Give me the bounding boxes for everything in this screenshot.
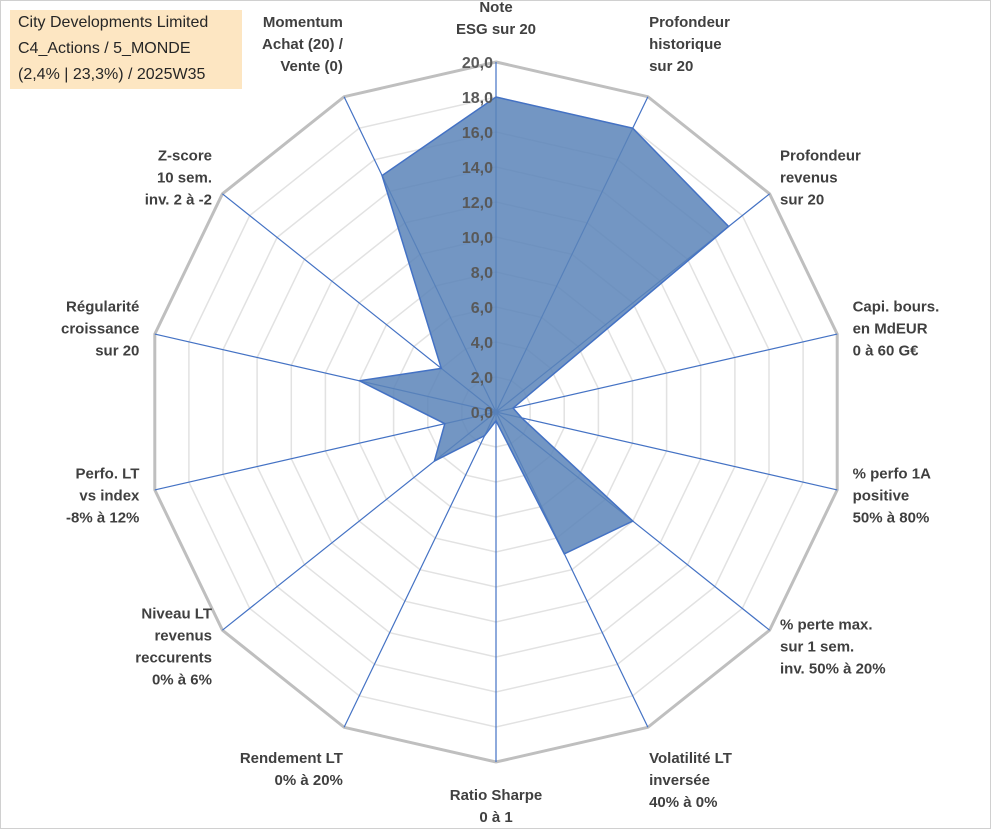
axis-label-line: inv. 50% à 20% [780,660,886,677]
tick-label: 20,0 [462,55,493,72]
axis-label-line: -8% à 12% [66,510,139,527]
axis-label-line: Z-score [158,148,212,165]
axis-spoke-4 [495,333,838,413]
axis-labels: Note ESG sur 20 Profondeur historique sur 20… [61,0,939,826]
tick-label: 16,0 [462,125,493,142]
axis-label-2: Profondeur historique sur 20 [649,14,730,75]
axis-label-line: 40% à 0% [649,794,717,811]
axis-label-line: positive [853,488,910,505]
tick-label: 6,0 [471,300,493,317]
axis-label-line: Achat (20) / [262,36,344,53]
axis-label-line: % perfo 1A [853,466,932,483]
axis-label-line: revenus [780,170,838,187]
axis-label-3: Profondeur revenus sur 20 [780,148,861,209]
axis-label-line: historique [649,36,722,53]
axis-label-10: Niveau LT revenus reccurents 0% à 6% [135,605,212,688]
axis-label-line: sur 20 [649,58,693,75]
axis-label-line: 10 sem. [157,170,212,187]
axis-label-line: Volatilité LT [649,750,732,767]
tick-label: 4,0 [471,335,493,352]
axis-label-line: inversée [649,772,710,789]
axis-label-line: 0% à 6% [152,671,212,688]
axis-label-11: Perfo. LT vs index -8% à 12% [66,466,140,527]
axis-label-6: % perte max. sur 1 sem. inv. 50% à 20% [780,616,886,677]
axis-label-line: ESG sur 20 [456,21,536,38]
axis-label-line: Perfo. LT [76,466,140,483]
axis-label-line: Momentum [263,14,343,31]
axis-label-line: Vente (0) [280,58,343,75]
axis-spoke-9 [343,411,497,728]
axis-label-line: 0% à 20% [275,772,343,789]
axis-label-4: Capi. bours. en MdEUR 0 à 60 G€ [853,298,940,359]
axis-label-line: Note [479,0,512,16]
axis-label-line: sur 20 [780,192,824,209]
data-series [357,96,730,555]
axis-label-1: Note ESG sur 20 [456,0,536,38]
tick-label: 2,0 [471,370,493,387]
axis-label-line: Niveau LT [141,605,212,622]
axis-label-line: % perte max. [780,616,873,633]
axis-label-line: Profondeur [780,148,861,165]
axis-label-13: Z-score 10 sem. inv. 2 à -2 [145,148,212,209]
axis-label-line: inv. 2 à -2 [145,192,212,209]
tick-label: 8,0 [471,265,493,282]
axis-spoke-11 [154,411,497,491]
axis-label-7: Volatilité LT inversée 40% à 0% [649,750,732,811]
axis-label-5: % perfo 1A positive 50% à 80% [853,466,932,527]
tick-label: 18,0 [462,90,493,107]
axis-label-12: Régularité croissance sur 20 [61,298,139,359]
axis-label-line: revenus [154,627,212,644]
tick-label: 14,0 [462,160,493,177]
axis-label-line: Capi. bours. [853,298,940,315]
axis-label-line: vs index [79,488,140,505]
axis-label-14: Momentum Achat (20) / Vente (0) [262,14,344,75]
axis-label-line: 0 à 60 G€ [853,342,920,359]
axis-label-line: croissance [61,320,139,337]
axis-label-line: en MdEUR [853,320,928,337]
axis-label-line: Ratio Sharpe [450,787,543,804]
axis-label-9: Rendement LT 0% à 20% [240,750,343,789]
axis-label-line: Rendement LT [240,750,343,767]
chart-title-box: City Developments Limited C4_Actions / 5… [10,10,242,89]
performance-week: (2,4% | 23,3%) / 2025W35 [18,66,206,83]
axis-label-line: Profondeur [649,14,730,31]
company-name: City Developments Limited [18,14,209,31]
portfolio-path: C4_Actions / 5_MONDE [18,40,191,57]
axis-label-line: sur 20 [95,342,139,359]
radial-tick-labels: 0,0 2,0 4,0 6,0 8,0 10,0 12,0 14,0 16,0 18,0 20,0 [462,55,493,422]
axis-spoke-5 [495,411,838,491]
axis-label-line: 50% à 80% [853,510,930,527]
axis-label-line: reccurents [135,649,212,666]
tick-label: 0,0 [471,405,493,422]
axis-label-line: sur 1 sem. [780,638,854,655]
axis-label-8: Ratio Sharpe 0 à 1 [450,787,543,826]
series-area [357,96,730,555]
axis-label-line: 0 à 1 [479,809,512,826]
tick-label: 10,0 [462,230,493,247]
axis-label-line: Régularité [66,298,139,315]
tick-label: 12,0 [462,195,493,212]
